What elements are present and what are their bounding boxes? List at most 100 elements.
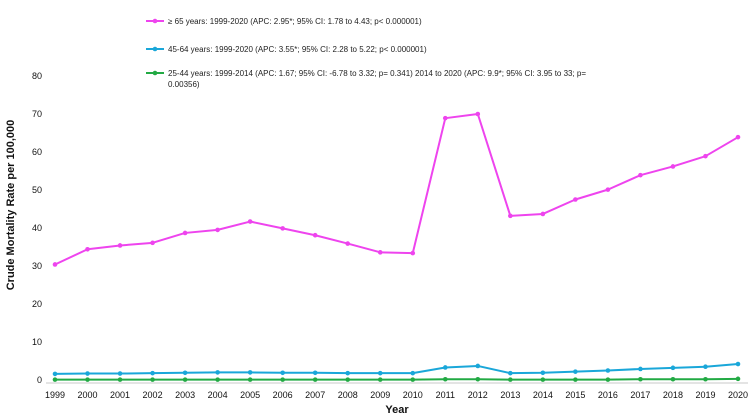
- data-point: [540, 377, 546, 382]
- data-point: [280, 370, 285, 376]
- data-point: [85, 371, 90, 376]
- data-point: [605, 187, 611, 192]
- data-point: [670, 376, 676, 382]
- y-tick-label: 20: [32, 299, 42, 309]
- data-point: [735, 361, 741, 367]
- data-point: [410, 250, 416, 256]
- y-tick-label: 10: [32, 337, 42, 347]
- data-point: [85, 246, 90, 252]
- x-tick-label: 2009: [370, 390, 390, 400]
- data-point: [182, 370, 188, 376]
- legend: ≥ 65 years: 1999-2020 (APC: 2.95*; 95% C…: [146, 17, 586, 89]
- data-point: [442, 376, 448, 382]
- data-point: [345, 377, 351, 382]
- data-point: [638, 172, 643, 178]
- data-point: [540, 370, 546, 376]
- x-tick-label: 2002: [143, 390, 163, 400]
- data-point: [670, 164, 676, 169]
- data-point: [312, 232, 318, 238]
- data-point: [508, 377, 513, 382]
- series-line: [54, 363, 739, 375]
- legend-label: 45-64 years: 1999-2020 (APC: 3.55*; 95% …: [168, 45, 427, 54]
- data-point: [735, 376, 741, 382]
- data-point: [475, 376, 481, 382]
- legend-marker: [152, 70, 158, 76]
- data-point: [117, 377, 123, 382]
- data-point: [182, 230, 188, 236]
- x-axis-title: Year: [385, 404, 409, 414]
- data-point: [215, 370, 220, 375]
- y-tick-label: 80: [32, 71, 42, 81]
- data-point: [605, 377, 611, 382]
- x-tick-label: 2000: [78, 390, 98, 400]
- data-point: [442, 115, 448, 121]
- data-point: [703, 153, 708, 159]
- x-tick-label: 2006: [273, 390, 293, 400]
- y-tick-label: 0: [37, 375, 42, 385]
- y-tick-label: 30: [32, 261, 42, 271]
- data-point: [638, 366, 643, 372]
- data-point: [150, 240, 155, 246]
- y-axis-title: Crude Mortality Rate per 100,000: [5, 120, 17, 291]
- legend-marker: [152, 46, 158, 52]
- data-point: [215, 377, 220, 382]
- data-point: [52, 377, 58, 382]
- data-point: [442, 365, 448, 370]
- data-point: [280, 377, 285, 382]
- axes: 0 10 20 30 40 50 60 70 80 1999 2000 2001 2002 2003 200…: [5, 71, 748, 416]
- data-point: [312, 377, 318, 382]
- data-point: [117, 243, 123, 248]
- y-tick-label: 50: [32, 185, 42, 195]
- legend-label: ≥ 65 years: 1999-2020 (APC: 2.95*; 95% C…: [168, 17, 422, 26]
- x-tick-label: 2011: [436, 390, 455, 400]
- data-point: [410, 370, 416, 376]
- data-point: [312, 370, 318, 376]
- data-point: [150, 370, 155, 376]
- data-point: [117, 371, 123, 376]
- data-point: [247, 219, 253, 224]
- x-tick-label: 2010: [403, 390, 423, 400]
- x-tick-label: 2018: [663, 390, 683, 400]
- x-tick-label: 2020: [728, 390, 748, 400]
- data-point: [377, 370, 383, 376]
- x-tick-label: 2012: [468, 390, 488, 400]
- data-point: [540, 211, 546, 217]
- series-line: [55, 377, 739, 381]
- data-point: [508, 370, 513, 376]
- plot-area: [52, 111, 741, 382]
- x-tick-label: 2017: [630, 390, 650, 400]
- data-point: [508, 213, 513, 219]
- data-point: [475, 363, 481, 369]
- data-point: [670, 365, 676, 371]
- data-point: [605, 368, 611, 373]
- x-tick-label: 2007: [305, 390, 325, 400]
- x-tick-label: 2001: [110, 390, 130, 400]
- data-point: [703, 364, 708, 370]
- data-point: [573, 369, 578, 374]
- data-point: [182, 377, 188, 382]
- data-point: [345, 370, 351, 376]
- data-point: [85, 377, 90, 382]
- data-point: [247, 370, 253, 375]
- data-point: [638, 376, 643, 382]
- x-tick-label: 2005: [240, 390, 260, 400]
- data-point: [280, 226, 285, 231]
- data-point: [475, 111, 481, 117]
- data-point: [345, 241, 351, 246]
- x-tick-label: 2015: [565, 390, 585, 400]
- data-point: [410, 377, 416, 382]
- x-tick-label: 2013: [500, 390, 520, 400]
- data-point: [377, 250, 383, 255]
- data-point: [52, 371, 58, 377]
- x-tick-label: 2014: [533, 390, 553, 400]
- legend-label: 25-44 years: 1999-2014 (APC: 1.67; 95% C…: [168, 69, 586, 78]
- data-point: [215, 227, 220, 233]
- x-tick-label: 2019: [695, 390, 715, 400]
- x-tick-label: 2004: [208, 390, 228, 400]
- data-point: [150, 377, 155, 382]
- data-point: [52, 262, 58, 267]
- data-point: [735, 134, 741, 140]
- x-tick-label: 2016: [598, 390, 618, 400]
